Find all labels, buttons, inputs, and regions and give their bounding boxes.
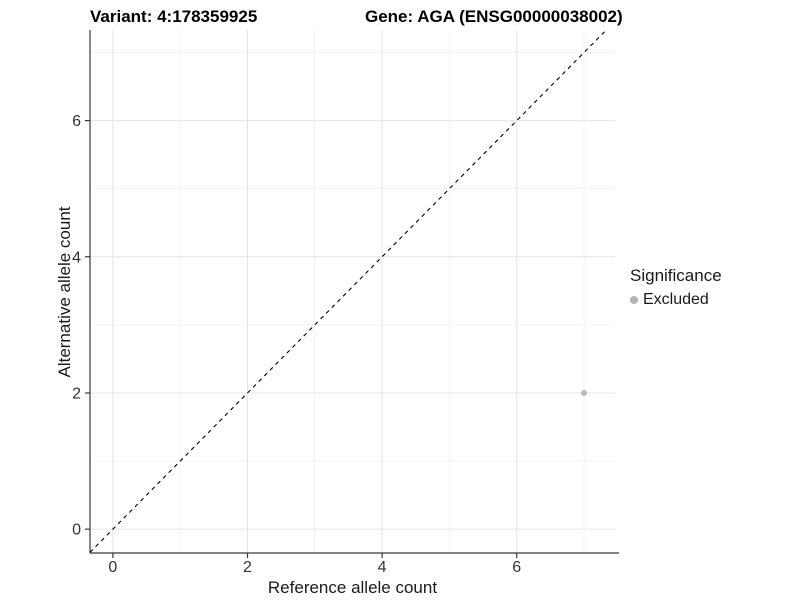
data-point [581, 389, 588, 396]
identity-reference-line [89, 29, 607, 553]
y-tick-label: 2 [72, 385, 81, 402]
y-tick-label: 4 [72, 249, 81, 266]
x-tick-label: 6 [512, 559, 521, 576]
y-tick-label: 6 [72, 113, 81, 130]
legend-title: Significance [630, 266, 722, 285]
excluded-point-icon [630, 296, 638, 304]
x-axis-title: Reference allele count [267, 578, 438, 597]
plot-title-gene: Gene: AGA (ENSG00000038002) [365, 7, 623, 26]
legend-item-excluded: Excluded [630, 291, 722, 309]
x-tick-label: 0 [108, 559, 117, 576]
y-axis-title: Alternative allele count [55, 206, 74, 378]
legend: Significance Excluded [630, 266, 722, 309]
y-tick-label: 0 [72, 522, 81, 539]
x-tick-label: 4 [378, 559, 387, 576]
plot-title-variant: Variant: 4:178359925 [90, 7, 258, 26]
x-tick-label: 2 [243, 559, 252, 576]
legend-item-label: Excluded [643, 291, 709, 308]
